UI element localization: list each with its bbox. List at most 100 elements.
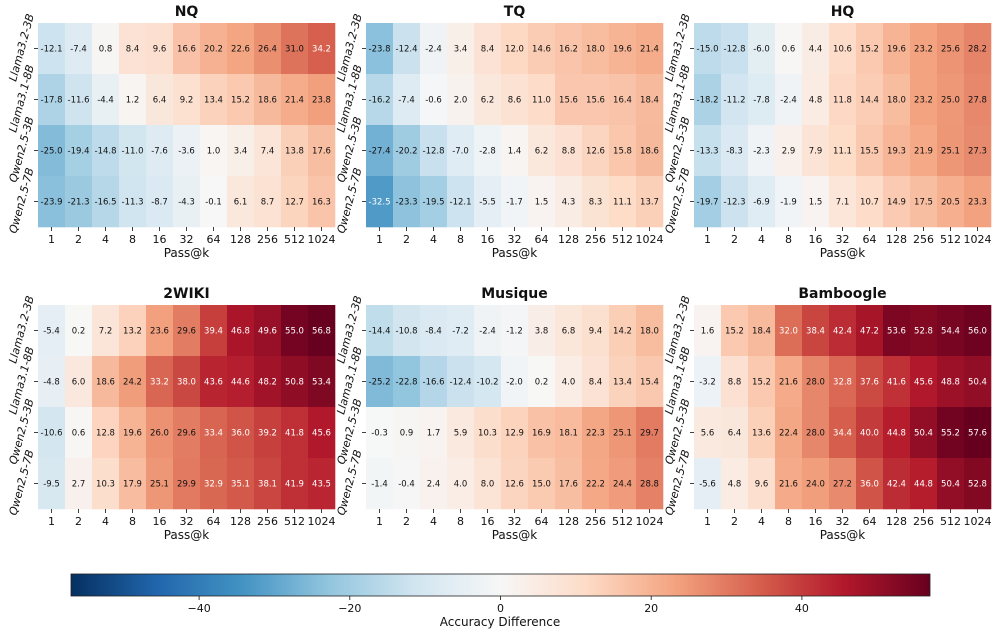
- heatmap-cell: [501, 407, 529, 459]
- cell-value-label: 43.5: [312, 480, 331, 490]
- cell-value-label: 44.6: [231, 378, 250, 388]
- heatmap-cell: [501, 305, 529, 357]
- cell-value-label: -12.4: [396, 45, 418, 55]
- heatmap-cell: [65, 305, 93, 357]
- cell-value-label: 53.6: [887, 327, 906, 337]
- cell-value-label: 15.6: [586, 96, 605, 106]
- x-tick-label: 2: [731, 233, 738, 246]
- cell-value-label: 8.0: [481, 480, 495, 490]
- cell-value-label: 21.4: [640, 45, 659, 55]
- cell-value-label: 8.8: [562, 147, 576, 157]
- heatmap-cell: [227, 356, 255, 408]
- heatmap-cell: [227, 458, 255, 510]
- cell-value-label: 15.4: [640, 378, 659, 388]
- heatmap-cell: [474, 458, 502, 510]
- cell-value-label: 29.6: [177, 327, 196, 337]
- heatmap-cell: [366, 176, 394, 228]
- heatmap-cell: [254, 125, 282, 177]
- cell-value-label: 6.0: [72, 378, 86, 388]
- cell-value-label: 41.9: [285, 480, 304, 490]
- x-tick-label: 2: [75, 233, 82, 246]
- heatmap-cell: [308, 176, 336, 228]
- cell-value-label: -25.2: [369, 378, 391, 388]
- cell-value-label: 50.4: [968, 378, 987, 388]
- heatmap-cell: [528, 407, 556, 459]
- x-tick-label: 4: [102, 233, 109, 246]
- cell-value-label: 49.6: [258, 327, 277, 337]
- cell-value-label: 1.5: [809, 198, 823, 208]
- heatmap-cell: [474, 23, 502, 75]
- cell-value-label: 27.8: [968, 96, 987, 106]
- cell-value-label: 14.2: [613, 327, 632, 337]
- cell-value-label: 13.4: [613, 378, 632, 388]
- cell-value-label: -8.3: [726, 147, 743, 157]
- heatmap-cell: [366, 407, 394, 459]
- heatmap-cell: [555, 305, 583, 357]
- cell-value-label: 36.0: [231, 429, 250, 439]
- heatmap-cell: [748, 356, 776, 408]
- heatmap-cell: [501, 458, 529, 510]
- cell-value-label: 10.6: [833, 45, 852, 55]
- heatmap-cell: [146, 176, 174, 228]
- cell-value-label: -19.7: [697, 198, 719, 208]
- heatmap-cell: [856, 305, 884, 357]
- heatmap-cell: [609, 74, 637, 126]
- heatmap-cell: [227, 176, 255, 228]
- cell-value-label: 39.4: [204, 327, 223, 337]
- cell-value-label: 18.6: [258, 96, 277, 106]
- heatmap-cell: [393, 458, 421, 510]
- heatmap-cell: [393, 176, 421, 228]
- cell-value-label: -12.1: [450, 198, 472, 208]
- heatmap-cell: [146, 458, 174, 510]
- cell-value-label: 56.0: [968, 327, 987, 337]
- heatmap-cell: [474, 176, 502, 228]
- heatmap-cell: [609, 458, 637, 510]
- heatmap-cell: [802, 176, 830, 228]
- heatmap-cell: [447, 176, 475, 228]
- cell-value-label: -0.6: [425, 96, 442, 106]
- cell-value-label: 14.4: [860, 96, 879, 106]
- heatmap-cell: [910, 176, 938, 228]
- cell-value-label: -19.4: [68, 147, 90, 157]
- cell-value-label: 2.7: [72, 480, 86, 490]
- x-tick-label: 32: [180, 515, 194, 528]
- x-tick-label: 64: [863, 233, 877, 246]
- cell-value-label: 18.1: [559, 429, 578, 439]
- heatmap-cell: [694, 125, 722, 177]
- heatmap-cell: [721, 407, 749, 459]
- heatmap-cell: [937, 356, 965, 408]
- x-tick-label: 2: [75, 515, 82, 528]
- cell-value-label: 52.8: [968, 480, 987, 490]
- x-tick-label: 2: [403, 233, 410, 246]
- cell-value-label: 45.6: [312, 429, 331, 439]
- heatmap-cell: [883, 305, 911, 357]
- x-tick-label: 64: [535, 515, 549, 528]
- heatmap-cell: [910, 74, 938, 126]
- heatmap-cell: [474, 305, 502, 357]
- cell-value-label: 6.2: [481, 96, 495, 106]
- x-tick-label: 32: [180, 233, 194, 246]
- heatmap-cell: [582, 23, 610, 75]
- heatmap-cell: [281, 305, 309, 357]
- heatmap-cell: [447, 74, 475, 126]
- cell-value-label: 23.8: [312, 96, 331, 106]
- cell-value-label: 24.4: [613, 480, 632, 490]
- heatmap-panels: NQ-12.1 -7.4 0.8 8.4 9.6 16.6 20.2 22.6 26.4 31.0…: [6, 4, 991, 542]
- x-tick-label: 2: [731, 515, 738, 528]
- heatmap-cell: [910, 23, 938, 75]
- heatmap-cell: [937, 458, 965, 510]
- cell-value-label: -3.2: [699, 378, 716, 388]
- x-tick-label: 1: [48, 233, 55, 246]
- cell-value-label: 54.4: [941, 327, 960, 337]
- heatmap-cell: [636, 23, 664, 75]
- cell-value-label: 38.1: [258, 480, 277, 490]
- x-tick-label: 32: [836, 233, 850, 246]
- cell-value-label: 0.2: [535, 378, 549, 388]
- heatmap-cell: [528, 458, 556, 510]
- heatmap-cell: [636, 125, 664, 177]
- cell-value-label: 23.3: [968, 198, 987, 208]
- x-tick-label: 8: [785, 233, 792, 246]
- cell-value-label: -11.6: [68, 96, 90, 106]
- cell-value-label: 3.4: [454, 45, 468, 55]
